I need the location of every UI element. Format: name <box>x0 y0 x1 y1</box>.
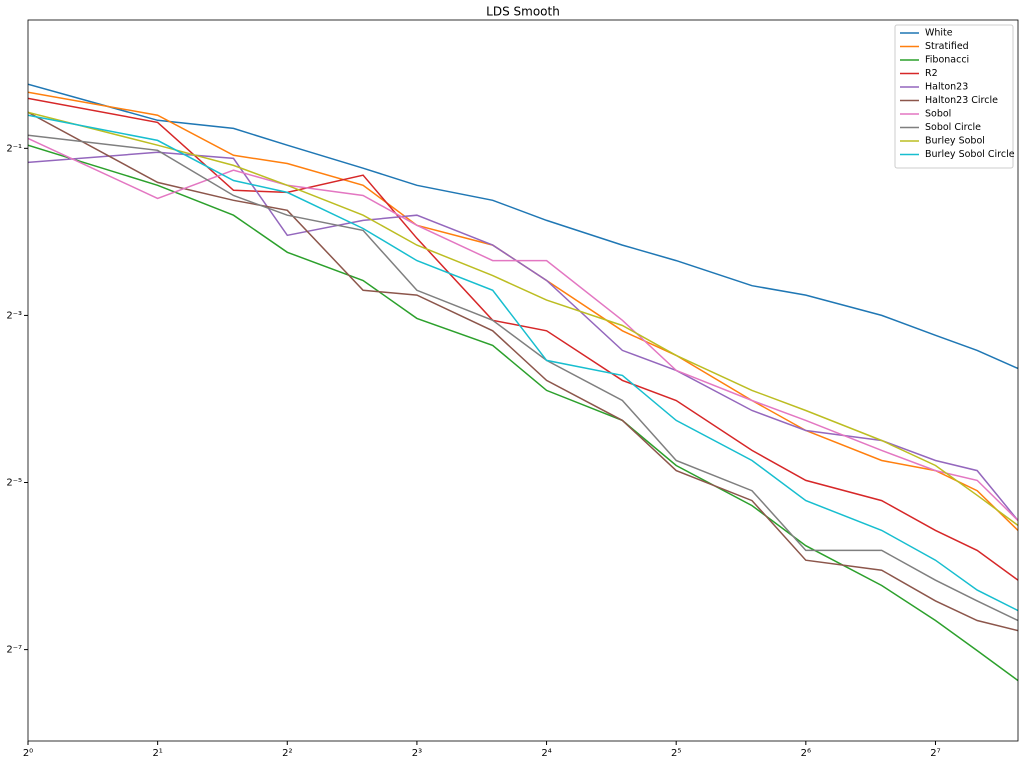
y-tick-label: 2⁻⁵ <box>6 478 22 489</box>
legend-label: Sobol Circle <box>925 122 981 133</box>
y-tick-label: 2⁻⁷ <box>6 645 22 656</box>
legend-box <box>894 24 1014 169</box>
series-line <box>28 144 1018 682</box>
x-tick-label: 2⁵ <box>671 748 681 759</box>
legend-label: Sobol <box>925 109 951 120</box>
x-tick-label: 2⁴ <box>541 748 551 759</box>
y-tick-label: 2⁻³ <box>6 310 22 321</box>
legend-label: R2 <box>925 68 938 79</box>
series-line <box>28 83 1018 370</box>
series-line <box>28 91 1018 531</box>
series-line <box>28 111 1018 527</box>
legend-label: Halton23 Circle <box>925 95 998 106</box>
legend-label: Stratified <box>925 41 969 52</box>
legend-label: Halton23 <box>925 82 968 93</box>
x-tick-label: 2¹ <box>152 748 162 759</box>
chart-title: LDS Smooth <box>486 5 560 19</box>
series-line <box>28 137 1018 522</box>
x-tick-label: 2³ <box>412 748 422 759</box>
series-line <box>28 114 1018 612</box>
x-tick-label: 2⁰ <box>23 748 33 759</box>
legend-label: Fibonacci <box>925 55 969 66</box>
x-tick-label: 2⁶ <box>801 748 811 759</box>
legend-label: White <box>925 28 953 39</box>
series-line <box>28 97 1018 581</box>
x-tick-label: 2² <box>282 748 292 759</box>
plot-frame <box>27 19 1019 742</box>
y-tick-label: 2⁻¹ <box>6 143 22 154</box>
x-tick-label: 2⁷ <box>930 748 940 759</box>
legend-label: Burley Sobol Circle <box>925 149 1015 160</box>
series-line <box>28 134 1018 622</box>
legend-label: Burley Sobol <box>925 136 985 147</box>
series-line <box>28 151 1018 521</box>
